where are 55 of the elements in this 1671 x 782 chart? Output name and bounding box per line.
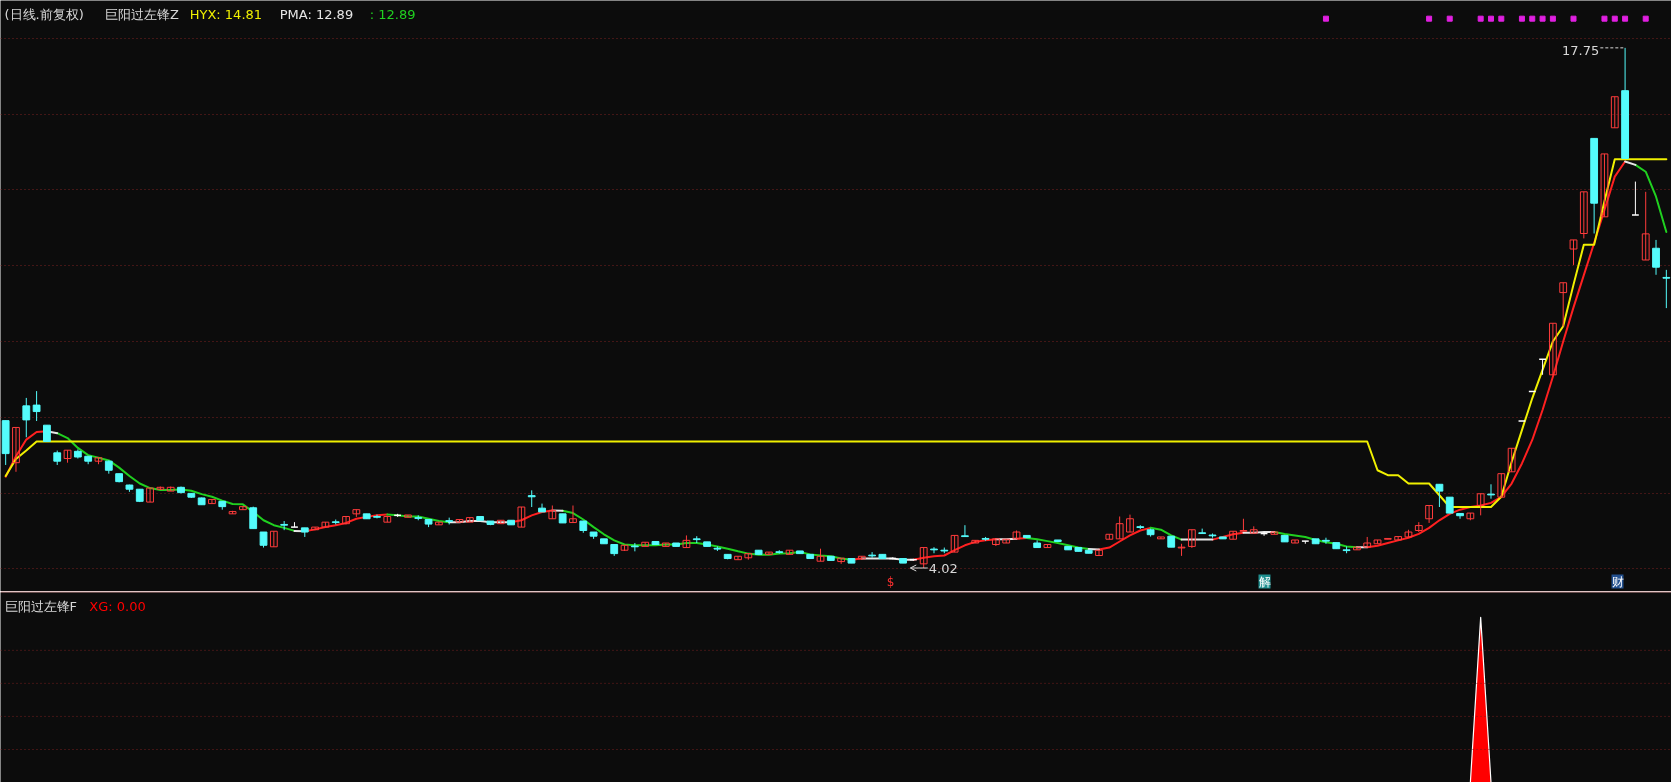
candlestick xyxy=(1579,191,1588,239)
candlestick xyxy=(538,503,546,513)
annotation: 解 xyxy=(1258,574,1271,589)
chart-title: 巨阳过左锋F xyxy=(4,599,77,614)
candlestick xyxy=(765,551,773,555)
candlestick xyxy=(1425,505,1434,524)
candlestick xyxy=(991,538,1000,547)
annotation: $ xyxy=(886,574,895,589)
candlestick xyxy=(1507,447,1516,473)
candlestick xyxy=(1229,530,1238,540)
candlestick xyxy=(868,551,877,559)
candlestick xyxy=(1600,153,1609,218)
candlestick xyxy=(1652,239,1660,276)
annotation: 4.02 xyxy=(928,560,958,576)
candlestick xyxy=(1662,269,1671,309)
candlestick xyxy=(1631,181,1640,216)
candlestick xyxy=(146,487,154,503)
candlestick xyxy=(404,514,412,518)
candlestick xyxy=(682,534,691,549)
candlestick xyxy=(1115,515,1124,540)
candlestick xyxy=(1497,473,1506,498)
candlestick xyxy=(12,426,20,473)
candlestick xyxy=(238,505,247,511)
annotation: 财 xyxy=(1611,574,1624,589)
candlestick xyxy=(32,390,41,422)
candlestick xyxy=(517,506,526,528)
candlestick xyxy=(22,397,31,438)
candlestick xyxy=(1187,529,1196,549)
text: (日线.前复权) xyxy=(4,7,84,22)
candlestick xyxy=(1487,483,1495,500)
candlestick xyxy=(1476,493,1485,516)
text: HYX: 14.81 xyxy=(189,7,263,22)
candlestick xyxy=(930,546,938,554)
candlestick xyxy=(1095,549,1103,557)
candlestick xyxy=(1610,96,1619,129)
candlestick xyxy=(1435,483,1444,508)
candlestick xyxy=(630,542,639,552)
candlestick xyxy=(208,498,216,505)
candlestick xyxy=(342,515,350,525)
text: PMA: 12.89 xyxy=(279,7,354,22)
candlestick xyxy=(569,505,577,524)
candlestick xyxy=(734,555,742,561)
candlestick xyxy=(1456,512,1464,520)
text: 巨阳过左锋Z xyxy=(104,7,179,22)
text: : 12.89 xyxy=(369,7,416,22)
candlestick xyxy=(961,524,969,538)
candlestick xyxy=(919,547,928,569)
candlestick xyxy=(1322,537,1330,545)
annotation: 17.75 xyxy=(1562,43,1600,59)
candlestick xyxy=(1548,322,1557,376)
candlestick xyxy=(1641,191,1650,261)
candlestick xyxy=(1126,514,1134,533)
candlestick xyxy=(1569,239,1578,266)
text: XG: 0.00 xyxy=(89,599,146,614)
candlestick xyxy=(1559,282,1568,328)
